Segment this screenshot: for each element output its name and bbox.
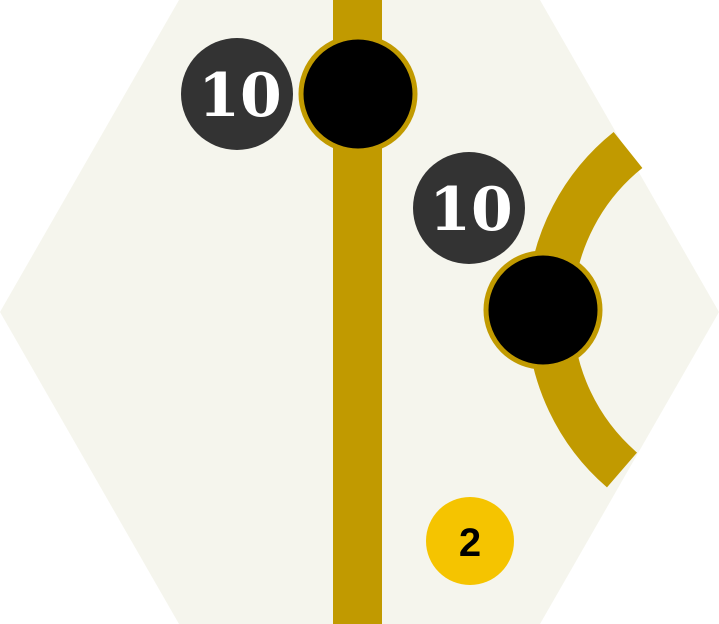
count-marker-label: 2 — [459, 521, 481, 565]
city-top[interactable] — [298, 34, 418, 154]
revenue-value-top: 10 — [198, 61, 282, 131]
revenue-badge-right: 10 — [413, 152, 525, 264]
count-marker-circle — [426, 497, 514, 585]
revenue-badge-top: 10 — [181, 38, 293, 150]
city-right[interactable] — [483, 250, 603, 370]
count-marker[interactable]: 2 — [426, 497, 514, 585]
revenue-value-right: 10 — [429, 175, 513, 245]
